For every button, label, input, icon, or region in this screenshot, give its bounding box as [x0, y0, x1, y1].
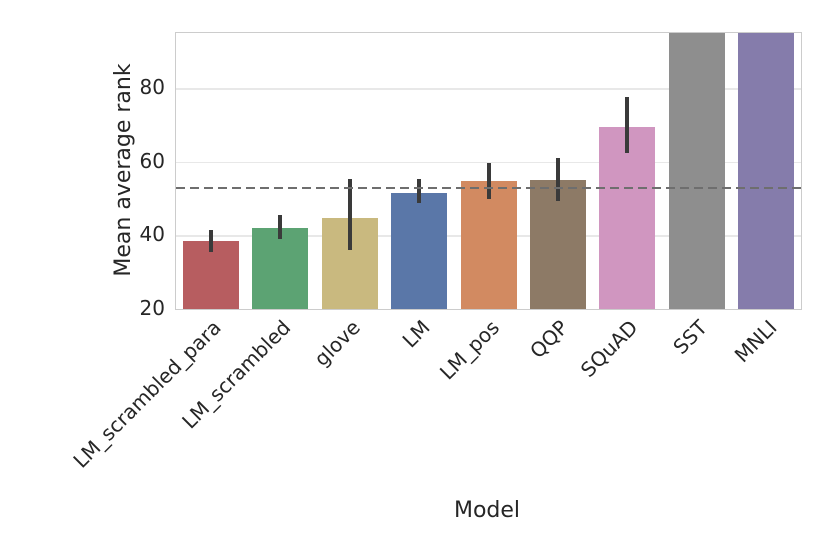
bar-SQuAD	[599, 126, 656, 309]
bar-LM_pos	[460, 180, 517, 309]
error-bar-QQP	[555, 158, 560, 202]
plot-area	[175, 32, 802, 310]
bar-QQP	[529, 180, 586, 309]
error-bar-LM_scrambled	[278, 215, 283, 240]
x-tick-label-glove: glove	[309, 315, 365, 371]
x-axis-label: Model	[453, 498, 521, 523]
gridline-y-80	[176, 88, 801, 90]
x-tick-label-QQP: QQP	[525, 315, 574, 364]
bar-LM	[391, 193, 448, 309]
bar-LM_scrambled	[252, 228, 309, 309]
y-axis-label: Mean average rank	[111, 63, 136, 277]
y-tick-label-60: 60	[139, 148, 165, 173]
bar-MNLI	[738, 33, 795, 309]
error-bar-LM_pos	[486, 163, 491, 199]
y-tick-label-40: 40	[139, 222, 165, 247]
y-tick-label-80: 80	[139, 75, 165, 100]
y-tick-label-20: 20	[139, 296, 165, 320]
reference-line	[176, 186, 801, 189]
error-bar-LM_scrambled_para	[208, 229, 213, 252]
bar-LM_scrambled_para	[182, 240, 239, 309]
bar-SST	[668, 33, 725, 309]
gridline-y-60	[176, 161, 801, 164]
error-bar-SQuAD	[625, 97, 630, 153]
x-tick-label-LM: LM	[397, 315, 435, 353]
x-tick-label-SQuAD: SQuAD	[576, 315, 643, 382]
x-tick-label-LM_pos: LM_pos	[434, 315, 504, 385]
error-bar-LM	[417, 179, 422, 203]
x-tick-label-MNLI: MNLI	[729, 315, 782, 368]
error-bar-glove	[347, 179, 352, 251]
x-tick-label-SST: SST	[668, 315, 713, 359]
